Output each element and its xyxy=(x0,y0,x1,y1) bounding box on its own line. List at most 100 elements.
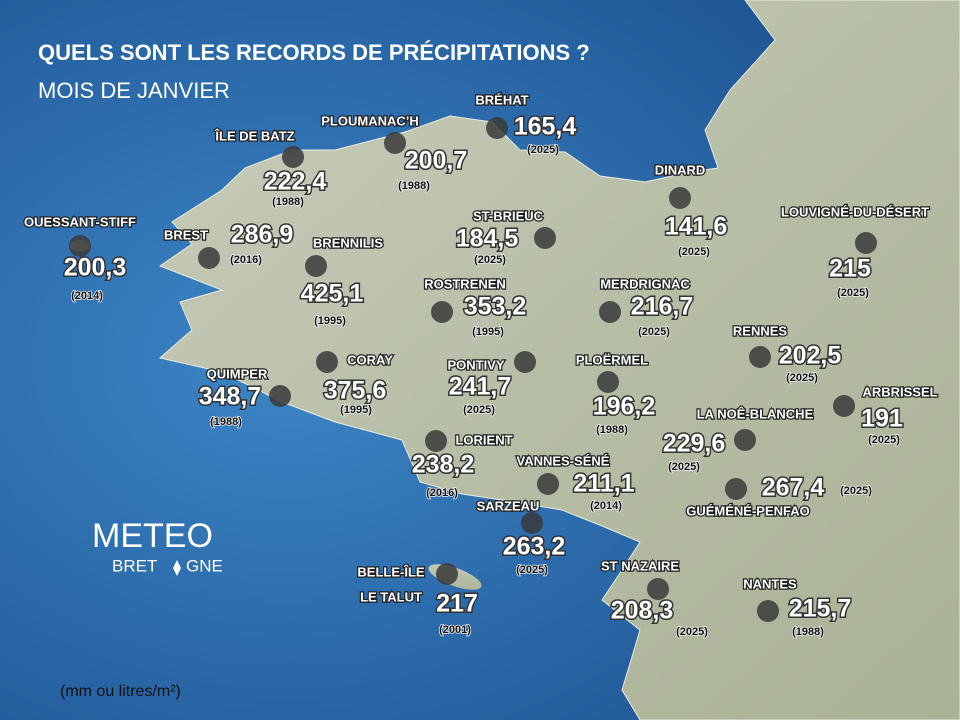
station-value: 211,1 xyxy=(573,470,634,498)
logo: METEO BRET GNE xyxy=(92,517,223,576)
station-value: 241,7 xyxy=(449,373,512,401)
station-value: 215,7 xyxy=(789,595,852,623)
station-dot xyxy=(521,512,543,534)
station-name: SARZEAU xyxy=(477,498,540,513)
station-value: 196,2 xyxy=(593,393,656,421)
station-name: RENNES xyxy=(733,323,788,338)
station-value: 200,3 xyxy=(64,254,127,282)
station-name: ST NAZAIRE xyxy=(601,558,679,573)
station-value: 217 xyxy=(436,590,478,618)
station-dot xyxy=(669,187,691,209)
station-value: 425,1 xyxy=(301,280,364,308)
station-name: LORIENT xyxy=(455,432,512,447)
station-year: (2025) xyxy=(527,144,559,156)
station-name: OUESSANT-STIFF xyxy=(24,214,136,229)
station-dot xyxy=(757,600,779,622)
station-name: ÎLE DE BATZ xyxy=(214,128,294,143)
unit-note: (mm ou litres/m²) xyxy=(60,683,181,700)
station-name: MERDRIGNAC xyxy=(600,276,690,291)
station-name: VANNES-SÉNÉ xyxy=(517,453,610,468)
station-dot xyxy=(647,578,669,600)
stations: ÎLE DE BATZ222,4(1988)PLOUMANAC’H200,7(1… xyxy=(23,91,939,638)
station-dot xyxy=(384,132,406,154)
station-name: ST-BRIEUC xyxy=(473,208,544,223)
station-name: PLOËRMEL xyxy=(576,352,648,367)
station-year: (2025) xyxy=(463,404,495,416)
station-year: (2025) xyxy=(668,461,700,473)
station-value: 215 xyxy=(829,255,871,283)
station-dot xyxy=(436,563,458,585)
station-name: BREST xyxy=(164,227,208,242)
station-name: PLOUMANAC’H xyxy=(321,113,419,128)
station-year: (2025) xyxy=(516,564,548,576)
station-value: 353,2 xyxy=(464,293,527,321)
station-year: (2025) xyxy=(474,254,506,266)
station-dot xyxy=(198,247,220,269)
station-name: BELLE-ÎLE xyxy=(357,564,424,579)
title: QUELS SONT LES RECORDS DE PRÉCIPITATIONS… xyxy=(38,40,590,65)
station-year: (1988) xyxy=(792,626,824,638)
station-value: 165,4 xyxy=(514,113,577,141)
land xyxy=(158,0,960,720)
station-dot xyxy=(486,117,508,139)
station-value: 141,6 xyxy=(665,213,728,241)
station-year: (1988) xyxy=(210,416,242,428)
station-name: BRÉHAT xyxy=(475,92,528,107)
subtitle: MOIS DE JANVIER xyxy=(38,78,230,103)
station-year: (2025) xyxy=(678,246,710,258)
station-name: BRENNILIS xyxy=(313,235,383,250)
station-year: (2016) xyxy=(230,254,262,266)
station-value: 222,4 xyxy=(264,168,327,196)
station-year: (2025) xyxy=(868,434,900,446)
station-year: (1995) xyxy=(472,326,504,338)
logo-icon xyxy=(173,560,181,576)
station-dot xyxy=(269,385,291,407)
station-name: LA NOÊ-BLANCHE xyxy=(697,406,814,421)
station-name: LE TALUT xyxy=(360,589,422,604)
station-name: CORAY xyxy=(347,352,393,367)
station-dot xyxy=(597,371,619,393)
station-year: (1995) xyxy=(314,315,346,327)
station-year: (2025) xyxy=(840,485,872,497)
station-year: (2001) xyxy=(439,624,471,636)
station-dot xyxy=(833,395,855,417)
station-year: (2014) xyxy=(590,500,622,512)
station-name: PONTIVY xyxy=(447,357,504,372)
station-year: (2025) xyxy=(638,326,670,338)
station-dot xyxy=(734,429,756,451)
station-dot xyxy=(431,301,453,323)
logo-text: BRET xyxy=(112,556,157,575)
station-year: (1988) xyxy=(398,180,430,192)
station-value: 191 xyxy=(861,405,903,433)
station-year: (1988) xyxy=(596,424,628,436)
station-dot xyxy=(282,146,304,168)
logo-text: GNE xyxy=(186,556,223,575)
station-dot xyxy=(534,227,556,249)
station-value: 348,7 xyxy=(199,383,262,411)
station-dot xyxy=(425,430,447,452)
station-name: LOUVIGNÉ-DU-DÉSERT xyxy=(781,204,929,219)
station-year: (2016) xyxy=(426,487,458,499)
station-value: 184,5 xyxy=(456,225,519,253)
station-name: QUIMPER xyxy=(207,366,268,381)
station-dot xyxy=(855,232,877,254)
station-name: GUÉMÉNÉ-PENFAO xyxy=(686,503,810,518)
station-year: (1995) xyxy=(340,404,372,416)
station-year: (1988) xyxy=(272,196,304,208)
station-value: 286,9 xyxy=(231,221,294,249)
station-name: ARBRISSEL xyxy=(862,384,937,399)
station-dot xyxy=(514,351,536,373)
station-year: (2025) xyxy=(676,626,708,638)
station-year: (2014) xyxy=(71,290,103,302)
station-dot xyxy=(725,478,747,500)
station-value: 216,7 xyxy=(631,293,694,321)
station-value: 208,3 xyxy=(611,597,674,625)
station-dot xyxy=(749,346,771,368)
station-name: ROSTRENEN xyxy=(424,276,506,291)
station-dot xyxy=(69,235,91,257)
station-dot xyxy=(305,255,327,277)
station-year: (2025) xyxy=(786,372,818,384)
station-dot xyxy=(537,473,559,495)
station-value: 200,7 xyxy=(405,147,468,175)
